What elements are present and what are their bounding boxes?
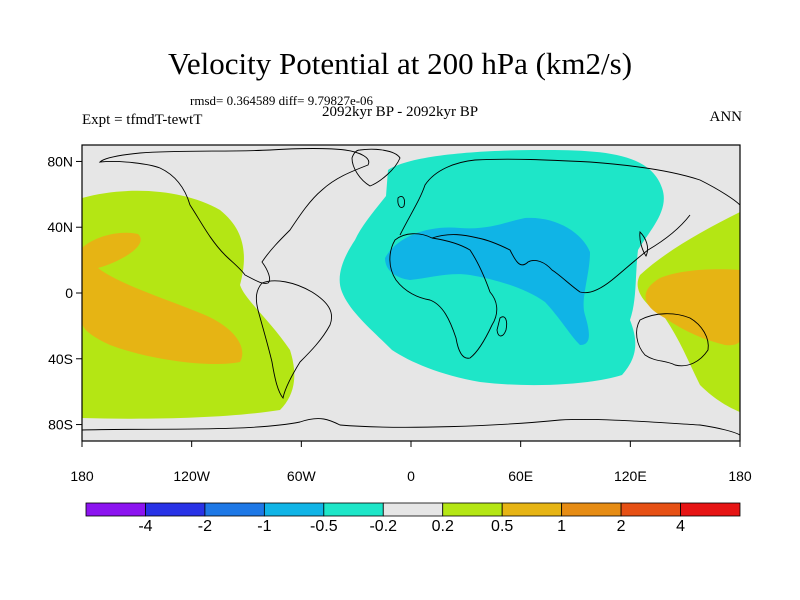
colorbar <box>85 502 741 517</box>
contour-negative-core <box>385 217 590 345</box>
coast-north-america <box>98 148 370 284</box>
season-label: ANN <box>709 109 743 125</box>
coast-greenland <box>351 148 401 187</box>
colorbar-label: 1 <box>557 518 567 535</box>
colorbar-label: -1 <box>257 518 272 535</box>
lon-tick-label: 0 <box>407 468 415 484</box>
colorbar-swatch <box>561 502 622 517</box>
colorbar-label: 0.2 <box>431 518 454 535</box>
coast-australia <box>636 313 709 367</box>
coast-uk <box>397 195 405 209</box>
colorbar-label: -4 <box>138 518 153 535</box>
colorbar-label: 2 <box>616 518 626 535</box>
colorbar-label: 4 <box>676 518 685 535</box>
plot-title: Velocity Potential at 200 hPa (km2/s) <box>167 46 633 81</box>
contour-westpac-orange <box>645 269 740 346</box>
lon-tick-label: 60W <box>287 468 317 484</box>
colorbar-label: -2 <box>197 518 213 535</box>
lon-tick-label: 180 <box>728 468 752 484</box>
coast-africa-eurasia <box>389 158 740 359</box>
lat-tick-label: 40N <box>47 219 73 235</box>
colorbar-swatch <box>85 502 146 517</box>
colorbar-swatch <box>620 502 681 517</box>
colorbar-swatch <box>145 502 206 517</box>
colorbar-label: -0.2 <box>369 518 398 535</box>
colorbar-swatch <box>680 502 741 517</box>
colorbar-swatch <box>382 502 444 517</box>
colorbar-label: 0.5 <box>491 518 514 535</box>
coast-antarctica <box>82 418 740 436</box>
colorbar-label: -0.5 <box>310 518 338 535</box>
period-label: 2092kyr BP - 2092kyr BP <box>321 104 479 120</box>
contour-pacific-orange <box>82 232 243 365</box>
coast-madagascar <box>496 316 508 337</box>
lon-tick-label: 180 <box>70 468 94 484</box>
lon-tick-label: 120E <box>614 468 647 484</box>
lat-tick-label: 80N <box>47 153 73 169</box>
colorbar-swatch <box>442 502 503 517</box>
colorbar-swatch <box>204 502 265 517</box>
coast-south-america <box>255 280 332 400</box>
stats-line: rmsd= 0.364589 diff= 9.79827e-06 <box>190 93 374 108</box>
lon-tick-label: 120W <box>173 468 210 484</box>
experiment-label: Expt = tfmdT-tewtT <box>82 112 203 128</box>
lon-tick-label: 60E <box>508 468 533 484</box>
lat-tick-label: 40S <box>48 351 73 367</box>
lat-tick-label: 0 <box>65 285 73 301</box>
colorbar-swatch <box>501 502 563 517</box>
coastlines <box>82 148 740 436</box>
coast-japan <box>639 231 649 257</box>
colorbar-swatch <box>323 502 384 517</box>
contour-fields <box>82 150 740 419</box>
lat-tick-label: 80S <box>48 417 73 433</box>
axis-ticks: 80N 40N 0 40S 80S 180 120W 60W 0 60E 120E 180 <box>47 153 752 484</box>
colorbar-swatch <box>263 502 325 517</box>
